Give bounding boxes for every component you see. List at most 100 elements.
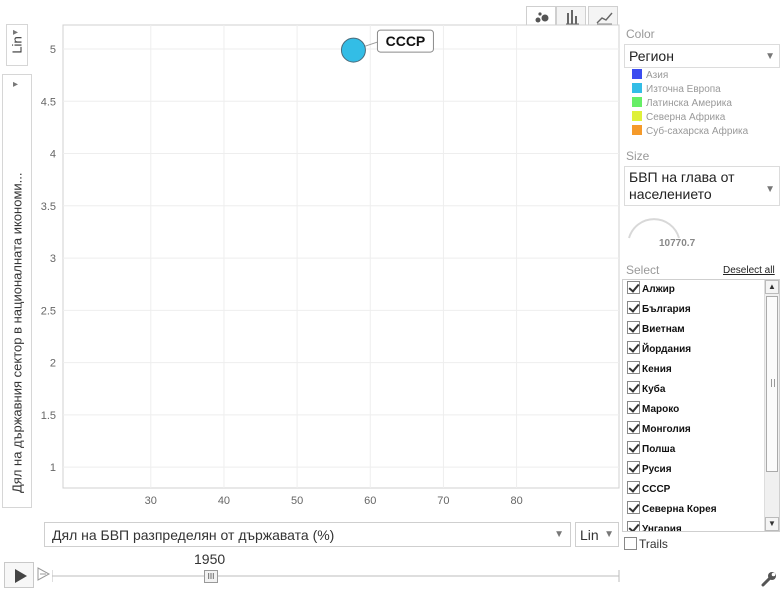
bubble-chart-icon [535, 12, 549, 23]
select-checkbox[interactable] [627, 301, 640, 314]
x-tick-label: 70 [437, 495, 449, 507]
x-tick-label: 30 [145, 495, 157, 507]
y-scale-selector[interactable]: Lin ▸ [6, 24, 28, 66]
select-item-label: Виетнам [642, 324, 685, 335]
select-list-item[interactable]: България [627, 301, 691, 321]
select-item-label: Куба [642, 384, 666, 395]
play-button[interactable] [4, 562, 34, 588]
y-axis-selector[interactable]: Дял на държавния сектор в националната и… [2, 74, 32, 508]
y-tick-label: 1.5 [41, 410, 56, 422]
line-chart-icon [596, 12, 613, 25]
select-checkbox[interactable] [627, 481, 640, 494]
legend-item: Източна Европа [632, 83, 721, 97]
select-checkbox[interactable] [627, 381, 640, 394]
legend-swatch [632, 69, 642, 79]
y-axis-dropdown-icon: ▸ [13, 79, 19, 90]
speed-control[interactable] [36, 566, 52, 582]
y-tick-label: 2.5 [41, 305, 56, 317]
timeline-handle[interactable]: III [204, 570, 218, 583]
select-item-label: Полша [642, 444, 676, 455]
trails-toggle[interactable]: Trails [624, 537, 668, 551]
color-selected: Регион [629, 48, 674, 64]
y-tick-label: 1 [50, 462, 56, 474]
select-checkbox[interactable] [627, 361, 640, 374]
legend-swatch [632, 111, 642, 121]
y-tick-label: 2 [50, 358, 56, 370]
select-item-label: Монголия [642, 424, 691, 435]
color-dropdown-icon: ▼ [765, 51, 775, 62]
select-item-label: Алжир [642, 284, 675, 295]
legend-item: Азия [632, 69, 668, 83]
select-checkbox[interactable] [627, 341, 640, 354]
legend-label: Северна Африка [646, 112, 726, 123]
select-checkbox[interactable] [627, 501, 640, 514]
country-select-list[interactable]: Алжир България Виетнам Йордания Кения Куба Мар… [622, 279, 780, 532]
list-scrollbar[interactable]: ▲ ▼ [764, 280, 779, 531]
x-scale-selector[interactable]: Lin ▼ [575, 522, 619, 547]
y-tick-label: 3.5 [41, 201, 56, 213]
point-label-connector [365, 41, 378, 47]
color-selector[interactable]: Регион ▼ [624, 44, 780, 68]
legend-label: Източна Европа [646, 84, 721, 95]
legend-label: Суб-сахарска Африка [646, 126, 749, 137]
y-tick-label: 3 [50, 253, 56, 265]
x-axis-selector[interactable]: Дял на БВП разпределян от държавата (%) … [44, 522, 571, 547]
scroll-thumb[interactable] [766, 296, 778, 472]
trails-label: Trails [639, 537, 668, 551]
select-checkbox[interactable] [627, 321, 640, 334]
trails-checkbox[interactable] [624, 537, 637, 550]
x-tick-label: 80 [510, 495, 522, 507]
size-label: Size [626, 149, 650, 163]
select-list-item[interactable]: Куба [627, 381, 665, 401]
chart-canvas[interactable]: 30 40 50 60 70 80 1 1.5 2 2.5 3 3.5 4 4.5 5 СССР [0, 0, 622, 520]
select-list-item[interactable]: СССР [627, 481, 670, 501]
timeline-track[interactable] [52, 566, 622, 586]
size-value: 10770.7 [659, 238, 696, 249]
play-icon [15, 569, 27, 583]
select-list-item[interactable]: Полша [627, 441, 675, 461]
scroll-up-icon[interactable]: ▲ [765, 280, 779, 294]
color-legend: Азия Източна Европа Латинска Америка Северн… [622, 69, 780, 141]
select-list-item[interactable]: Йордания [627, 341, 691, 361]
legend-label: Латинска Америка [646, 98, 732, 109]
select-item-label: Мароко [642, 404, 680, 415]
select-checkbox[interactable] [627, 401, 640, 414]
wrench-icon [761, 572, 776, 587]
deselect-all-link[interactable]: Deselect all [723, 265, 775, 276]
size-selected-line1: БВП на глава от [629, 169, 735, 185]
select-list-item[interactable]: Унгария [627, 521, 682, 531]
x-scale-label: Lin [580, 527, 599, 543]
select-checkbox[interactable] [627, 281, 640, 294]
select-checkbox[interactable] [627, 521, 640, 531]
legend-label: Азия [646, 70, 669, 81]
bar-chart-icon [566, 10, 579, 25]
scroll-down-icon[interactable]: ▼ [765, 517, 779, 531]
select-checkbox[interactable] [627, 421, 640, 434]
legend-item: Суб-сахарска Африка [632, 125, 748, 139]
data-point[interactable] [340, 37, 366, 63]
select-list-item[interactable]: Северна Корея [627, 501, 717, 521]
select-item-label: Русия [642, 464, 672, 475]
color-label: Color [626, 27, 655, 41]
bubble-chart-tab[interactable] [526, 6, 556, 26]
plot-area[interactable] [62, 24, 620, 489]
size-dropdown-icon: ▼ [765, 184, 775, 195]
select-label: Select [626, 263, 660, 277]
line-chart-tab[interactable] [588, 6, 618, 26]
select-checkbox[interactable] [627, 441, 640, 454]
y-tick-label: 4 [50, 149, 56, 161]
select-checkbox[interactable] [627, 461, 640, 474]
size-gauge-icon [628, 218, 680, 239]
settings-button[interactable] [760, 570, 778, 588]
size-selector[interactable]: БВП на глава от населението ▼ [624, 166, 780, 206]
select-list-item[interactable]: Монголия [627, 421, 691, 441]
bar-chart-tab[interactable] [556, 6, 586, 26]
legend-swatch [632, 125, 642, 135]
select-list-item[interactable]: Виетнам [627, 321, 685, 341]
select-list-item[interactable]: Кения [627, 361, 672, 381]
select-list-item[interactable]: Русия [627, 461, 672, 481]
select-list-item[interactable]: Мароко [627, 401, 679, 421]
select-list-item[interactable]: Алжир [627, 281, 675, 301]
x-tick-label: 60 [364, 495, 376, 507]
legend-item: Латинска Америка [632, 97, 732, 111]
